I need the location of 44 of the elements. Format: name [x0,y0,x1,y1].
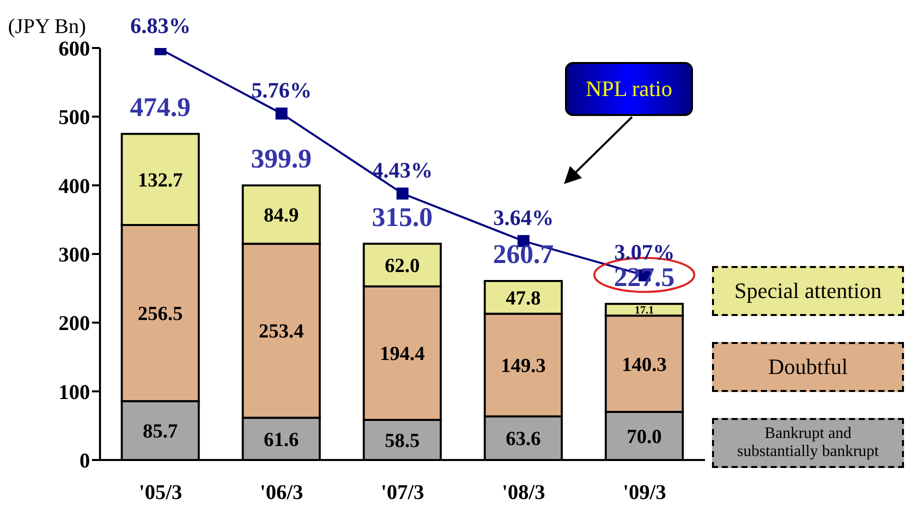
total-label: 315.0 [372,202,433,232]
total-label: 399.9 [250,143,312,174]
data-label: 3.07% [614,239,675,264]
data-label: 140.3 [622,354,667,376]
data-label: 58.5 [384,430,420,452]
y-tick-label: 600 [58,36,90,60]
y-axis-title: (JPY Bn) [8,14,86,39]
y-tick-label: 500 [58,105,90,130]
text: Doubtful [768,354,848,380]
x-tick-label: '08/3 [502,480,546,504]
data-label: 70.0 [626,426,662,448]
x-tick-label: '07/3 [380,480,424,504]
data-label: 62.0 [384,255,420,278]
total-label: 474.9 [130,92,191,122]
x-tick-label: '06/3 [260,480,304,504]
text: Bankrupt and substantially bankrupt [736,425,880,461]
x-tick-label: '05/3 [138,480,182,504]
total-label: 260.7 [492,238,554,269]
data-label: 3.64% [493,205,554,230]
y-tick-label: 300 [58,242,90,266]
data-label: 61.6 [264,428,299,451]
data-label: 256.5 [138,303,183,326]
y-tick-label: 400 [58,174,90,198]
data-label: 194.4 [380,343,425,366]
data-label: 47.8 [506,287,541,310]
y-tick-label: 100 [58,380,90,404]
data-label: 6.83% [130,13,191,38]
text: Special attention [734,278,882,304]
point [276,108,288,120]
y-tick-label: 200 [58,311,90,336]
data-label: 4.43% [372,158,433,183]
data-label: 149.3 [500,355,546,378]
point [396,188,408,200]
data-label: 132.7 [138,169,183,192]
data-label: 253.4 [258,320,304,343]
total-label: 227.5 [614,262,675,292]
data-label: 84.9 [264,204,299,227]
data-label: 85.7 [142,420,178,443]
data-label: 17.1 [634,304,654,317]
text: NPL ratio [565,62,693,116]
x-tick-label: '09/3 [622,480,666,504]
data-label: 63.6 [506,428,541,450]
data-label: 5.76% [251,78,312,103]
y-tick-label: 0 [80,448,90,472]
